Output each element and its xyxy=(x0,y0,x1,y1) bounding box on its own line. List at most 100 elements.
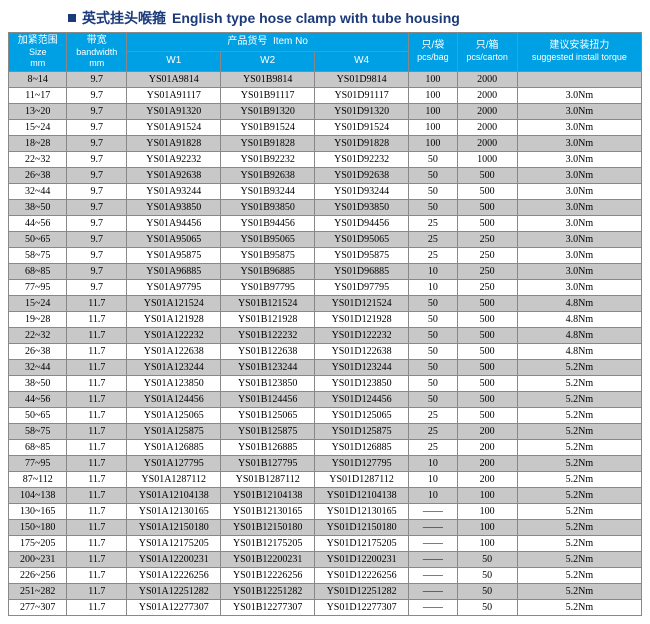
cell-w4: YS01D95065 xyxy=(314,231,408,247)
cell-w2: YS01B92638 xyxy=(221,167,315,183)
cell-w2: YS01B124456 xyxy=(221,391,315,407)
cell-w4: YS01D95875 xyxy=(314,247,408,263)
cell-tq: 4.8Nm xyxy=(517,327,641,343)
cell-size: 26~38 xyxy=(9,167,67,183)
col-pcscarton: 只/箱 pcs/carton xyxy=(457,33,517,72)
cell-w1: YS01A93850 xyxy=(127,199,221,215)
cell-ctn: 100 xyxy=(457,519,517,535)
cell-w4: YS01D123244 xyxy=(314,359,408,375)
cell-size: 15~24 xyxy=(9,119,67,135)
cell-bag: 25 xyxy=(409,407,457,423)
cell-w4: YS01D1287112 xyxy=(314,471,408,487)
table-row: 226~25611.7YS01A12226256YS01B12226256YS0… xyxy=(9,567,642,583)
cell-bw: 11.7 xyxy=(67,519,127,535)
cell-w2: YS01B91117 xyxy=(221,87,315,103)
cell-tq: 4.8Nm xyxy=(517,311,641,327)
cell-tq: 5.2Nm xyxy=(517,439,641,455)
cell-w2: YS01B92232 xyxy=(221,151,315,167)
cell-w4: YS01D123850 xyxy=(314,375,408,391)
cell-bag: 100 xyxy=(409,103,457,119)
col-w2: W2 xyxy=(221,52,315,71)
cell-w1: YS01A95065 xyxy=(127,231,221,247)
cell-ctn: 200 xyxy=(457,439,517,455)
cell-w1: YS01A121524 xyxy=(127,295,221,311)
cell-bw: 9.7 xyxy=(67,231,127,247)
cell-w2: YS01B95065 xyxy=(221,231,315,247)
cell-size: 50~65 xyxy=(9,407,67,423)
cell-bag: 25 xyxy=(409,423,457,439)
cell-w4: YS01D12251282 xyxy=(314,583,408,599)
cell-ctn: 500 xyxy=(457,327,517,343)
cell-bw: 11.7 xyxy=(67,535,127,551)
cell-w1: YS01A95875 xyxy=(127,247,221,263)
cell-w1: YS01A123244 xyxy=(127,359,221,375)
cell-tq: 5.2Nm xyxy=(517,391,641,407)
cell-bw: 11.7 xyxy=(67,567,127,583)
cell-bw: 11.7 xyxy=(67,407,127,423)
cell-w1: YS01A124456 xyxy=(127,391,221,407)
table-row: 44~569.7YS01A94456YS01B94456YS01D9445625… xyxy=(9,215,642,231)
cell-w4: YS01D12175205 xyxy=(314,535,408,551)
table-row: 8~149.7YS01A9814YS01B9814YS01D9814100200… xyxy=(9,71,642,87)
title-en: English type hose clamp with tube housin… xyxy=(172,10,460,26)
cell-size: 77~95 xyxy=(9,279,67,295)
col-bandwidth: 带宽 bandwidth mm xyxy=(67,33,127,72)
cell-w4: YS01D92232 xyxy=(314,151,408,167)
table-row: 77~9511.7YS01A127795YS01B127795YS01D1277… xyxy=(9,455,642,471)
cell-w1: YS01A12104138 xyxy=(127,487,221,503)
cell-tq: 3.0Nm xyxy=(517,199,641,215)
cell-w4: YS01D9814 xyxy=(314,71,408,87)
cell-bag: 10 xyxy=(409,487,457,503)
cell-w1: YS01A94456 xyxy=(127,215,221,231)
page-title: 英式挂头喉箍 English type hose clamp with tube… xyxy=(8,8,642,28)
cell-w4: YS01D121524 xyxy=(314,295,408,311)
cell-w2: YS01B12150180 xyxy=(221,519,315,535)
cell-w1: YS01A9814 xyxy=(127,71,221,87)
cell-tq: 5.2Nm xyxy=(517,455,641,471)
cell-w2: YS01B93850 xyxy=(221,199,315,215)
cell-tq: 4.8Nm xyxy=(517,295,641,311)
cell-ctn: 50 xyxy=(457,567,517,583)
cell-tq: 5.2Nm xyxy=(517,503,641,519)
cell-bag: 100 xyxy=(409,87,457,103)
cell-bw: 11.7 xyxy=(67,375,127,391)
cell-ctn: 200 xyxy=(457,455,517,471)
cell-size: 19~28 xyxy=(9,311,67,327)
cell-tq: 3.0Nm xyxy=(517,103,641,119)
cell-size: 44~56 xyxy=(9,215,67,231)
cell-w4: YS01D127795 xyxy=(314,455,408,471)
cell-tq: 3.0Nm xyxy=(517,151,641,167)
table-row: 50~659.7YS01A95065YS01B95065YS01D9506525… xyxy=(9,231,642,247)
table-row: 58~7511.7YS01A125875YS01B125875YS01D1258… xyxy=(9,423,642,439)
cell-ctn: 100 xyxy=(457,487,517,503)
cell-w1: YS01A125065 xyxy=(127,407,221,423)
cell-size: 68~85 xyxy=(9,263,67,279)
cell-bw: 11.7 xyxy=(67,471,127,487)
cell-ctn: 2000 xyxy=(457,135,517,151)
cell-bw: 11.7 xyxy=(67,327,127,343)
cell-bw: 9.7 xyxy=(67,247,127,263)
cell-ctn: 250 xyxy=(457,263,517,279)
cell-bw: 11.7 xyxy=(67,583,127,599)
cell-bw: 11.7 xyxy=(67,503,127,519)
cell-w2: YS01B125065 xyxy=(221,407,315,423)
cell-ctn: 1000 xyxy=(457,151,517,167)
table-row: 38~509.7YS01A93850YS01B93850YS01D9385050… xyxy=(9,199,642,215)
cell-bag: —— xyxy=(409,583,457,599)
cell-ctn: 200 xyxy=(457,471,517,487)
table-header: 加紧范围 Size mm 带宽 bandwidth mm 产品货号 Item N… xyxy=(9,33,642,72)
table-row: 44~5611.7YS01A124456YS01B124456YS01D1244… xyxy=(9,391,642,407)
cell-bw: 11.7 xyxy=(67,391,127,407)
cell-bag: 25 xyxy=(409,231,457,247)
cell-w2: YS01B123244 xyxy=(221,359,315,375)
table-row: 200~23111.7YS01A12200231YS01B12200231YS0… xyxy=(9,551,642,567)
table-row: 19~2811.7YS01A121928YS01B121928YS01D1219… xyxy=(9,311,642,327)
table-row: 18~289.7YS01A91828YS01B91828YS01D9182810… xyxy=(9,135,642,151)
cell-ctn: 200 xyxy=(457,423,517,439)
cell-w4: YS01D126885 xyxy=(314,439,408,455)
cell-w4: YS01D12150180 xyxy=(314,519,408,535)
table-row: 68~859.7YS01A96885YS01B96885YS01D9688510… xyxy=(9,263,642,279)
cell-w2: YS01B12200231 xyxy=(221,551,315,567)
spec-table: 加紧范围 Size mm 带宽 bandwidth mm 产品货号 Item N… xyxy=(8,32,642,616)
cell-size: 77~95 xyxy=(9,455,67,471)
